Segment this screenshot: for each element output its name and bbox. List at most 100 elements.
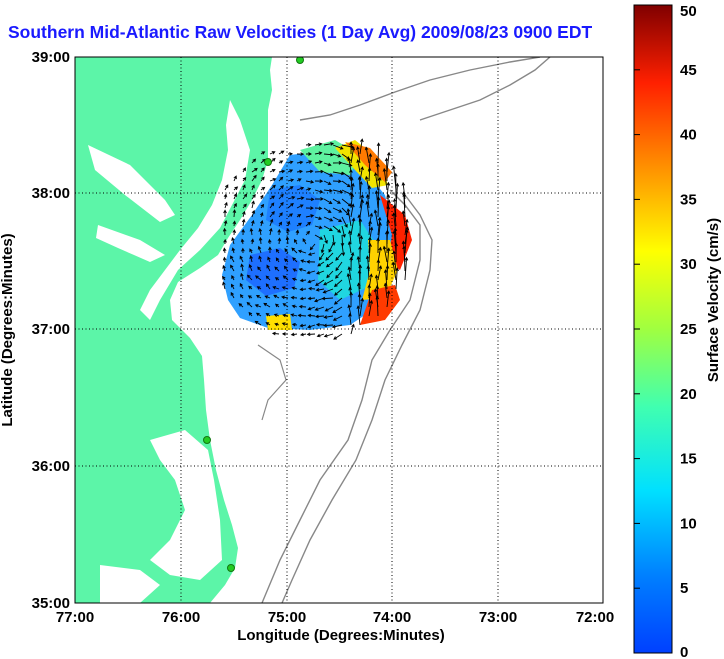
velocity-arrow (331, 324, 343, 329)
velocity-arrow (278, 193, 284, 200)
velocity-arrow (266, 264, 271, 272)
velocity-arrow (242, 167, 246, 173)
velocity-arrow (277, 237, 282, 245)
depth-contour (299, 57, 541, 121)
velocity-arrow (314, 306, 325, 311)
velocity-arrow (368, 299, 374, 317)
velocity-arrow (346, 208, 352, 227)
velocity-arrow (299, 278, 307, 283)
velocity-arrow (356, 159, 361, 173)
velocity-arrow (364, 146, 370, 164)
velocity-arrow (257, 266, 262, 272)
velocity-arrow (297, 249, 307, 254)
velocity-arrow (315, 322, 325, 327)
velocity-arrow (305, 152, 312, 156)
velocity-arrow (307, 252, 316, 256)
velocity-arrow (249, 255, 253, 263)
velocity-arrow (333, 297, 343, 305)
bay-water (140, 100, 250, 320)
map-title: Southern Mid-Atlantic Raw Velocities (1 … (8, 22, 593, 42)
velocity-arrow (307, 306, 316, 311)
velocity-arrow (376, 237, 380, 254)
velocity-arrow (231, 247, 236, 254)
velocity-arrow (260, 194, 264, 200)
velocity-arrow (332, 225, 342, 233)
velocity-arrow (341, 216, 348, 228)
velocity-arrow (377, 216, 382, 236)
velocity-arrow (349, 141, 353, 155)
velocity-arrow (251, 158, 257, 164)
velocity-arrow (278, 176, 284, 182)
velocity-arrow (233, 193, 238, 200)
velocity-arrow (318, 252, 325, 261)
velocity-arrow (232, 209, 237, 218)
velocity-arrow (300, 332, 307, 337)
velocity-arrow (321, 296, 334, 301)
velocity-arrow (249, 248, 253, 254)
velocity-arrow (296, 169, 304, 174)
velocity-arrow (358, 245, 362, 263)
velocity-arrow (323, 207, 332, 213)
velocity-arrow (314, 179, 324, 183)
velocity-arrow (248, 263, 253, 272)
velocity-arrow (358, 217, 363, 236)
velocity-arrow (356, 255, 361, 272)
velocity-arrow (265, 312, 271, 317)
velocity-arrow (278, 150, 285, 155)
velocity-arrow (287, 186, 294, 191)
velocity-arrow (335, 261, 343, 272)
velocity-arrow (349, 256, 354, 272)
velocity-arrow (278, 169, 286, 174)
velocity-arrow (283, 265, 289, 272)
depth-contour (261, 189, 421, 603)
velocity-arrow (230, 291, 235, 299)
velocity-arrow (223, 209, 227, 218)
velocity-arrow (287, 169, 294, 173)
velocity-arrow (260, 186, 266, 191)
y-tick-label: 37:00 (32, 321, 70, 338)
station-marker (203, 436, 211, 444)
velocity-arrow (341, 243, 346, 257)
velocity-arrow (291, 304, 298, 309)
x-tick-label: 76:00 (162, 609, 200, 626)
velocity-arrow (323, 180, 332, 185)
velocity-arrow (251, 209, 256, 218)
velocity-arrow (269, 177, 277, 182)
velocity-arrow (258, 236, 263, 245)
velocity-arrow (357, 293, 362, 308)
velocity-arrow (332, 179, 342, 184)
velocity-arrow (251, 174, 257, 182)
velocity-arrow (282, 275, 289, 281)
velocity-arrow (275, 257, 280, 263)
velocity-arrow (267, 238, 272, 245)
velocity-arrow (323, 216, 334, 222)
velocity-arrow (376, 196, 381, 218)
velocity-arrow (314, 151, 323, 155)
velocity-arrow (306, 259, 316, 264)
y-axis-label: Latitude (Degrees:Minutes) (0, 233, 16, 426)
velocity-arrow (223, 193, 228, 200)
velocity-arrow (240, 263, 244, 272)
velocity-arrow (254, 320, 262, 326)
velocity-arrow (395, 182, 400, 209)
velocity-arrow (307, 279, 316, 284)
velocity-arrow (323, 279, 334, 286)
velocity-arrow (348, 229, 352, 245)
velocity-arrow (386, 290, 391, 308)
velocity-arrow (332, 306, 343, 314)
x-tick-label: 72:00 (576, 609, 614, 626)
velocity-arrow (258, 255, 262, 263)
velocity-arrow (242, 176, 247, 182)
velocity-arrow (296, 204, 304, 209)
velocity-arrow (296, 160, 304, 165)
velocity-arrow (274, 266, 280, 272)
velocity-arrow (323, 315, 334, 319)
x-tick-label: 75:00 (268, 609, 306, 626)
velocity-arrow (265, 283, 271, 290)
velocity-arrow (296, 152, 305, 156)
velocity-arrow (323, 142, 335, 146)
velocity-arrow (306, 332, 316, 337)
y-tick-label: 39:00 (32, 49, 70, 66)
